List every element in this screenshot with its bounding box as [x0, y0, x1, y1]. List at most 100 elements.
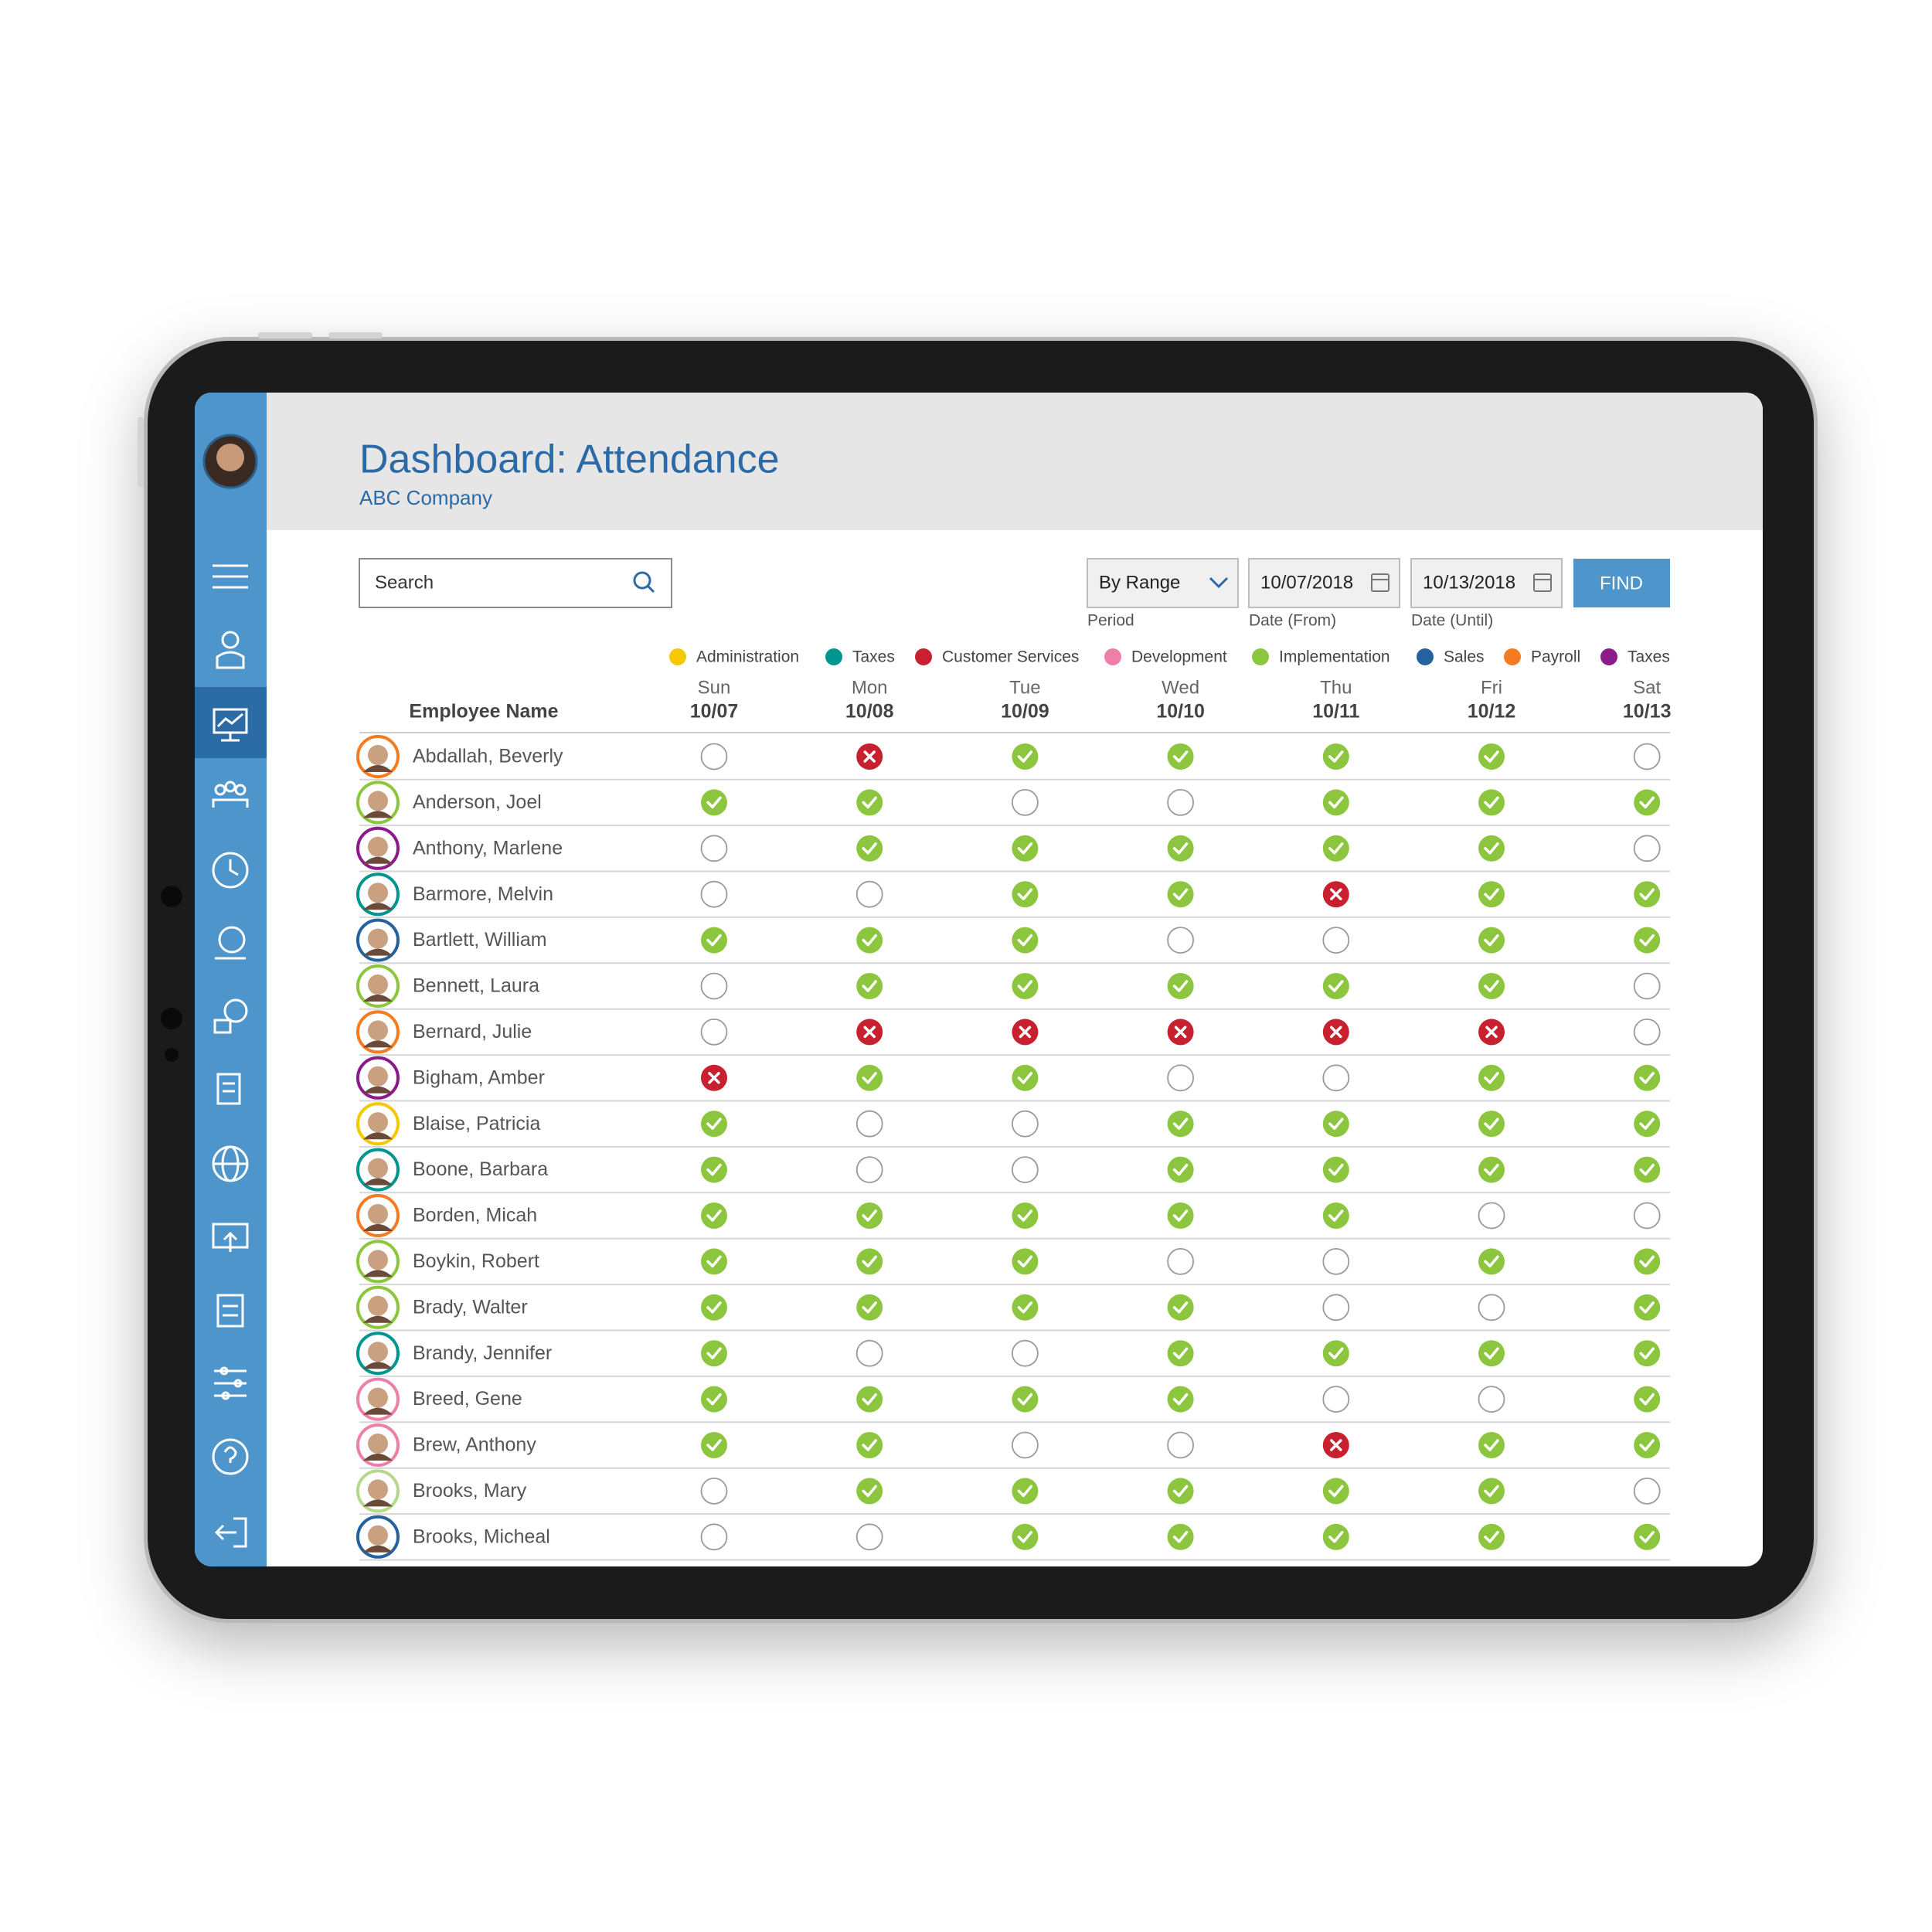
- employee-name: Boykin, Robert: [413, 1250, 539, 1272]
- avatar-face: [368, 745, 388, 765]
- help-icon[interactable]: [212, 1438, 249, 1475]
- status-present: [1012, 1064, 1039, 1091]
- status-present: [1478, 1340, 1505, 1367]
- date-until-value: 10/13/2018: [1423, 572, 1515, 593]
- status-none: [855, 1156, 883, 1183]
- date-input[interactable]: [1248, 558, 1400, 608]
- avatar-body: [363, 995, 393, 1002]
- check-mark: [1484, 1163, 1499, 1176]
- find-button[interactable]: FIND: [1573, 559, 1670, 607]
- day-name: Thu: [1320, 677, 1352, 698]
- status-present: [856, 1064, 883, 1091]
- check-mark: [1484, 1439, 1499, 1451]
- upload-icon[interactable]: [212, 1223, 249, 1252]
- payroll-icon[interactable]: [215, 926, 246, 960]
- day-name: Mon: [852, 677, 888, 698]
- settings-icon[interactable]: [214, 1366, 247, 1400]
- employee-name: Breed, Gene: [413, 1388, 522, 1410]
- tax-icon[interactable]: [213, 998, 248, 1034]
- day-name: Sun: [698, 677, 731, 698]
- employee-row: Brady, Walter: [356, 1285, 1670, 1332]
- check-mark: [1328, 796, 1344, 809]
- check-mark: [706, 1209, 722, 1222]
- date-until[interactable]: 10/13/2018 Date (Until): [1410, 558, 1563, 630]
- check-mark: [1484, 1347, 1499, 1359]
- employee-name: Borden, Micah: [413, 1205, 537, 1226]
- time-icon[interactable]: [212, 852, 249, 889]
- status-present: [1012, 743, 1039, 770]
- tablet-button: [258, 332, 312, 338]
- status-present: [1634, 1386, 1661, 1413]
- legend-dot: [669, 648, 686, 665]
- status-present: [1322, 789, 1349, 816]
- forms-icon[interactable]: [216, 1294, 244, 1328]
- team-icon[interactable]: [212, 781, 249, 808]
- employee-row: Bartlett, William: [356, 918, 1670, 964]
- logout-icon[interactable]: [214, 1517, 247, 1548]
- x-mark: [1330, 1026, 1342, 1039]
- period-select[interactable]: By Range Period: [1087, 558, 1239, 630]
- status-present: [1322, 1523, 1349, 1550]
- status-present: [1634, 1156, 1661, 1183]
- employee-icon[interactable]: [216, 631, 245, 669]
- menu-icon[interactable]: [213, 564, 248, 589]
- check-mark: [706, 1301, 722, 1314]
- x-mark: [1485, 1026, 1498, 1039]
- sidebar-icons: [212, 564, 249, 1548]
- status-present: [701, 1111, 727, 1138]
- check-mark: [1017, 1393, 1033, 1406]
- status-present: [1322, 1340, 1349, 1367]
- check-mark: [706, 1255, 722, 1268]
- status-present: [856, 1202, 883, 1229]
- search-placeholder: Search: [375, 572, 434, 593]
- day-date: 10/07: [690, 701, 739, 723]
- day-date: 10/12: [1468, 701, 1516, 723]
- check-mark: [1484, 1117, 1499, 1130]
- status-present: [1322, 743, 1349, 770]
- status-present: [1167, 1523, 1194, 1550]
- status-present: [1478, 743, 1505, 770]
- status-present: [856, 1294, 883, 1321]
- status-none: [1167, 1064, 1194, 1092]
- check-mark: [706, 1117, 722, 1130]
- status-present: [1012, 835, 1039, 862]
- avatar-face: [368, 928, 388, 949]
- date-input[interactable]: [1410, 558, 1563, 608]
- tablet-button: [138, 417, 144, 487]
- avatar-face: [368, 1020, 388, 1041]
- avatar-face: [368, 1158, 388, 1179]
- status-present: [1167, 1111, 1194, 1138]
- select-box[interactable]: [1087, 558, 1239, 608]
- status-present: [1478, 1111, 1505, 1138]
- search-box[interactable]: Search: [359, 558, 672, 608]
- check-mark: [1172, 1163, 1189, 1176]
- status-present: [1012, 1386, 1039, 1413]
- check-mark: [862, 1393, 877, 1406]
- status-none: [1633, 835, 1661, 862]
- check-mark: [1484, 1072, 1499, 1084]
- page-title: Dashboard: Attendance: [359, 437, 780, 482]
- day-date: 10/10: [1156, 701, 1205, 723]
- dashboard-icon[interactable]: [213, 708, 248, 742]
- status-present: [1012, 1202, 1039, 1229]
- report-icon[interactable]: [216, 1073, 241, 1105]
- check-mark: [1639, 1301, 1655, 1314]
- find-button-bg[interactable]: [1573, 559, 1670, 607]
- global-icon[interactable]: [212, 1145, 249, 1182]
- legend-dot: [1600, 648, 1617, 665]
- check-mark: [1484, 980, 1499, 992]
- legend-label: Development: [1131, 648, 1227, 666]
- check-mark: [1017, 1209, 1033, 1222]
- status-present: [1167, 1386, 1194, 1413]
- legend-dot: [915, 648, 932, 665]
- day-name: Tue: [1009, 677, 1040, 698]
- x-mark: [863, 750, 876, 763]
- search-input[interactable]: [359, 558, 672, 608]
- employee-name: Bernard, Julie: [413, 1021, 532, 1043]
- status-none: [1478, 1202, 1505, 1230]
- check-mark: [1172, 1301, 1189, 1314]
- avatar-face: [368, 1250, 388, 1270]
- date-from[interactable]: 10/07/2018 Date (From): [1248, 558, 1400, 630]
- day-date: 10/13: [1623, 701, 1672, 723]
- status-present: [856, 927, 883, 954]
